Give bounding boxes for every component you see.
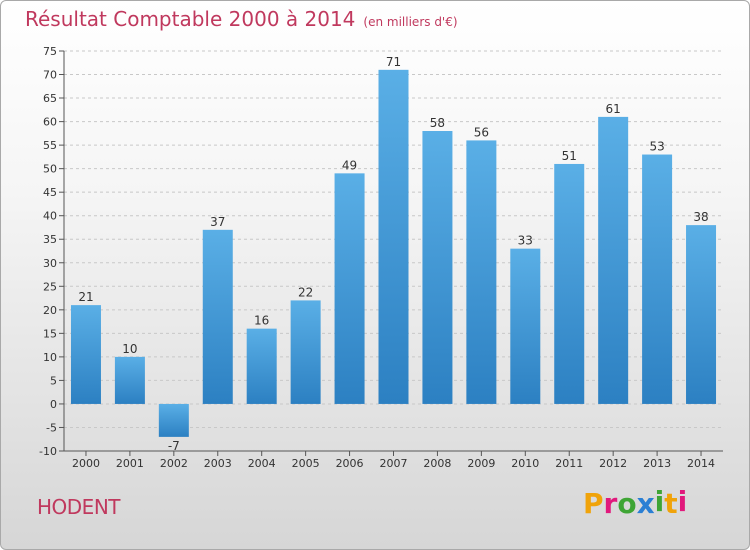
value-label-2002: -7 — [168, 439, 180, 453]
x-tick-label-2008: 2008 — [423, 457, 451, 470]
x-tick-label-2012: 2012 — [599, 457, 627, 470]
logo-letter: i — [654, 485, 665, 518]
value-label-2008: 58 — [430, 116, 445, 130]
y-tick-label: 45 — [43, 186, 57, 199]
commune-name: HODENT — [37, 495, 121, 519]
bar-2008[interactable] — [422, 131, 453, 404]
y-tick-label: 0 — [50, 398, 57, 411]
x-tick-label-2007: 2007 — [380, 457, 408, 470]
logo-letter: t — [664, 487, 678, 520]
chart-title: Résultat Comptable 2000 à 2014 (en millie… — [25, 7, 458, 31]
value-label-2003: 37 — [210, 215, 225, 229]
y-tick-label: 35 — [43, 233, 57, 246]
value-label-2013: 53 — [649, 140, 664, 154]
bar-2000[interactable] — [70, 305, 101, 404]
value-label-2001: 10 — [122, 342, 137, 356]
bar-2007[interactable] — [378, 69, 409, 404]
x-tick-label-2009: 2009 — [467, 457, 495, 470]
y-tick-label: 15 — [43, 327, 57, 340]
x-tick-label-2002: 2002 — [160, 457, 188, 470]
y-tick-label: -5 — [46, 421, 57, 434]
value-label-2014: 38 — [693, 210, 708, 224]
logo-letter: P — [583, 487, 604, 520]
bar-2003[interactable] — [202, 229, 233, 404]
logo-letter: i — [677, 485, 688, 518]
value-label-2006: 49 — [342, 158, 357, 172]
proxiti-logo[interactable]: Proxiti — [583, 485, 688, 520]
bar-2009[interactable] — [466, 140, 497, 404]
bar-2005[interactable] — [290, 300, 321, 404]
x-tick-label-2006: 2006 — [336, 457, 364, 470]
x-tick-label-2011: 2011 — [555, 457, 583, 470]
bar-2011[interactable] — [554, 163, 585, 404]
x-tick-label-2010: 2010 — [511, 457, 539, 470]
y-tick-label: 50 — [43, 163, 57, 176]
y-tick-label: 40 — [43, 210, 57, 223]
y-tick-label: 70 — [43, 69, 57, 82]
y-tick-label: 65 — [43, 92, 57, 105]
bar-2012[interactable] — [598, 116, 629, 404]
chart-unit: (en milliers d'€) — [363, 15, 458, 29]
x-tick-label-2014: 2014 — [687, 457, 715, 470]
y-tick-label: 75 — [43, 45, 57, 58]
y-tick-label: -10 — [39, 445, 57, 458]
logo-letter: x — [636, 487, 655, 520]
bar-2004[interactable] — [246, 328, 277, 404]
value-label-2009: 56 — [474, 125, 489, 139]
value-label-2005: 22 — [298, 285, 313, 299]
bar-2010[interactable] — [510, 248, 541, 404]
y-tick-label: 30 — [43, 257, 57, 270]
bar-2006[interactable] — [334, 173, 365, 404]
x-tick-label-2000: 2000 — [72, 457, 100, 470]
y-tick-label: 60 — [43, 116, 57, 129]
value-label-2007: 71 — [386, 55, 401, 69]
chart-title-text: Résultat Comptable 2000 à 2014 — [25, 7, 356, 31]
bars — [70, 69, 717, 437]
y-tick-label: 55 — [43, 139, 57, 152]
x-tick-label-2005: 2005 — [292, 457, 320, 470]
y-tick-label: 25 — [43, 280, 57, 293]
y-tick-label: 5 — [50, 374, 57, 387]
value-label-2000: 21 — [78, 290, 93, 304]
x-tick-label-2013: 2013 — [643, 457, 671, 470]
logo-letter: r — [603, 487, 618, 520]
x-tick-label-2003: 2003 — [204, 457, 232, 470]
bar-2013[interactable] — [642, 154, 673, 404]
axes: -10 -5 0 5 10 15 20 25 30 35 40 45 50 55 60 65 70 75 2000 2… — [39, 45, 723, 470]
logo-letter: o — [617, 487, 637, 520]
x-tick-label-2001: 2001 — [116, 457, 144, 470]
value-label-2011: 51 — [562, 149, 577, 163]
value-label-2004: 16 — [254, 314, 269, 328]
value-label-2010: 33 — [518, 234, 533, 248]
bar-2002[interactable] — [158, 403, 189, 437]
bar-2014[interactable] — [686, 225, 717, 404]
x-tick-label-2004: 2004 — [248, 457, 276, 470]
y-tick-label: 20 — [43, 304, 57, 317]
bar-2001[interactable] — [114, 356, 145, 404]
value-labels: 21 10 -7 37 16 22 49 71 58 56 33 51 61 53 38 — [78, 55, 708, 453]
value-label-2012: 61 — [606, 102, 621, 116]
y-tick-label: 10 — [43, 351, 57, 364]
